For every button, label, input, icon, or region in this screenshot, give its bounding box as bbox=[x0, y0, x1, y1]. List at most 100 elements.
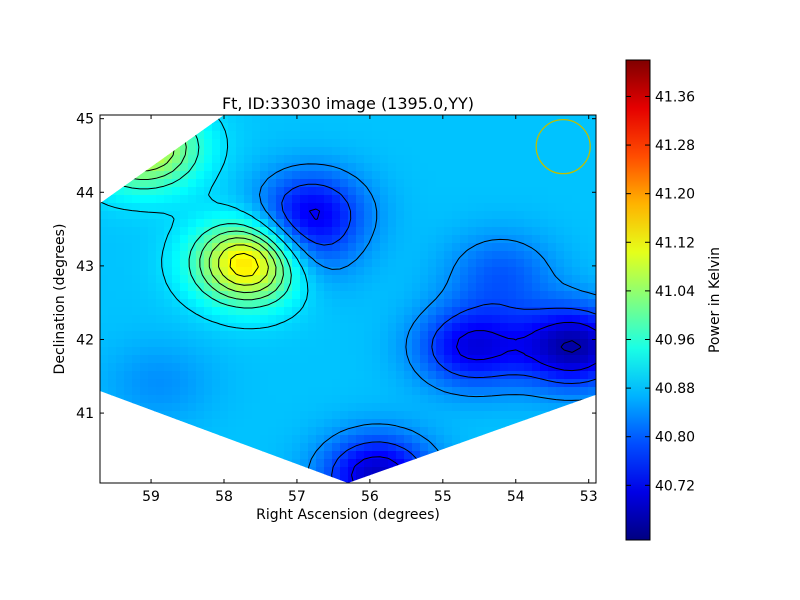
heatmap-cell bbox=[468, 275, 477, 284]
heatmap-cell bbox=[292, 211, 301, 220]
heatmap-cell bbox=[148, 251, 157, 260]
heatmap-cell bbox=[220, 347, 229, 356]
heatmap-cell bbox=[340, 243, 349, 252]
heatmap-cell bbox=[284, 291, 293, 300]
heatmap-cell bbox=[588, 403, 596, 412]
heatmap-cell bbox=[508, 171, 517, 180]
heatmap-cell bbox=[172, 363, 181, 372]
heatmap-cell bbox=[340, 139, 349, 148]
y-tick-label: 42 bbox=[76, 332, 94, 348]
heatmap-cell bbox=[276, 299, 285, 308]
heatmap-cell bbox=[332, 251, 341, 260]
heatmap-cell bbox=[252, 451, 261, 460]
heatmap-cell bbox=[572, 467, 581, 476]
heatmap-cell bbox=[540, 347, 549, 356]
heatmap-cell bbox=[508, 371, 517, 380]
heatmap-cell bbox=[484, 371, 493, 380]
heatmap-cell bbox=[188, 339, 197, 348]
heatmap-cell bbox=[500, 411, 509, 420]
heatmap-cell bbox=[340, 395, 349, 404]
heatmap-cell bbox=[572, 395, 581, 404]
heatmap-cell bbox=[116, 307, 125, 316]
heatmap-cell bbox=[492, 283, 501, 292]
heatmap-cell bbox=[276, 331, 285, 340]
heatmap-cell bbox=[564, 179, 573, 188]
heatmap-cell bbox=[540, 115, 549, 124]
heatmap-cell bbox=[132, 347, 141, 356]
heatmap-cell bbox=[476, 275, 485, 284]
heatmap-cell bbox=[548, 259, 557, 268]
heatmap-cell bbox=[260, 283, 269, 292]
heatmap-cell bbox=[332, 459, 341, 468]
heatmap-cell bbox=[460, 435, 469, 444]
heatmap-cell bbox=[196, 187, 205, 196]
heatmap-cell bbox=[148, 347, 157, 356]
heatmap-cell bbox=[388, 339, 397, 348]
heatmap-cell bbox=[188, 347, 197, 356]
heatmap-cell bbox=[164, 267, 173, 276]
heatmap-cell bbox=[404, 235, 413, 244]
heatmap-cell bbox=[236, 331, 245, 340]
heatmap-cell bbox=[340, 235, 349, 244]
heatmap-cell bbox=[388, 355, 397, 364]
heatmap-cell bbox=[356, 155, 365, 164]
heatmap-cell bbox=[212, 411, 221, 420]
heatmap-cell bbox=[436, 115, 445, 124]
heatmap-cell bbox=[396, 115, 405, 124]
heatmap-cell bbox=[228, 339, 237, 348]
heatmap-cell bbox=[380, 203, 389, 212]
heatmap-cell bbox=[588, 283, 596, 292]
heatmap-cell bbox=[156, 155, 165, 164]
heatmap-cell bbox=[420, 163, 429, 172]
heatmap-cell bbox=[180, 315, 189, 324]
heatmap-cell bbox=[340, 315, 349, 324]
heatmap-cell bbox=[420, 115, 429, 124]
heatmap-cell bbox=[476, 379, 485, 388]
heatmap-cell bbox=[548, 235, 557, 244]
heatmap-cell bbox=[516, 339, 525, 348]
heatmap-cell bbox=[588, 467, 596, 476]
heatmap-cell bbox=[228, 363, 237, 372]
heatmap-cell bbox=[532, 403, 541, 412]
heatmap-cell bbox=[388, 195, 397, 204]
heatmap-cell bbox=[404, 147, 413, 156]
heatmap-cell bbox=[468, 379, 477, 388]
heatmap-cell bbox=[308, 467, 317, 476]
heatmap-cell bbox=[452, 467, 461, 476]
heatmap-cell bbox=[548, 323, 557, 332]
heatmap-cell bbox=[300, 155, 309, 164]
heatmap-cell bbox=[108, 227, 117, 236]
heatmap-cell bbox=[188, 155, 197, 164]
heatmap-cell bbox=[324, 275, 333, 284]
heatmap-cell bbox=[212, 283, 221, 292]
heatmap-cell bbox=[532, 211, 541, 220]
heatmap-cell bbox=[156, 219, 165, 228]
heatmap-cell bbox=[540, 195, 549, 204]
heatmap-cell bbox=[364, 323, 373, 332]
heatmap-cell bbox=[500, 155, 509, 164]
heatmap-cell bbox=[404, 363, 413, 372]
heatmap-cell bbox=[364, 227, 373, 236]
heatmap-cell bbox=[556, 267, 565, 276]
heatmap-cell bbox=[340, 403, 349, 412]
heatmap-cell bbox=[580, 411, 589, 420]
heatmap-cell bbox=[284, 139, 293, 148]
heatmap-cell bbox=[452, 451, 461, 460]
heatmap-cell bbox=[124, 411, 133, 420]
heatmap-cell bbox=[524, 467, 533, 476]
heatmap-cell bbox=[308, 203, 317, 212]
heatmap-cell bbox=[428, 259, 437, 268]
heatmap-cell bbox=[412, 347, 421, 356]
heatmap-cell bbox=[492, 411, 501, 420]
heatmap-cell bbox=[508, 339, 517, 348]
heatmap-cell bbox=[516, 411, 525, 420]
heatmap-cell bbox=[356, 283, 365, 292]
heatmap-cell bbox=[380, 371, 389, 380]
heatmap-cell bbox=[252, 115, 261, 124]
heatmap-cell bbox=[332, 411, 341, 420]
heatmap-cell bbox=[132, 315, 141, 324]
heatmap-cell bbox=[324, 235, 333, 244]
heatmap-cell bbox=[332, 131, 341, 140]
heatmap-cell bbox=[324, 155, 333, 164]
heatmap-cell bbox=[116, 115, 125, 124]
